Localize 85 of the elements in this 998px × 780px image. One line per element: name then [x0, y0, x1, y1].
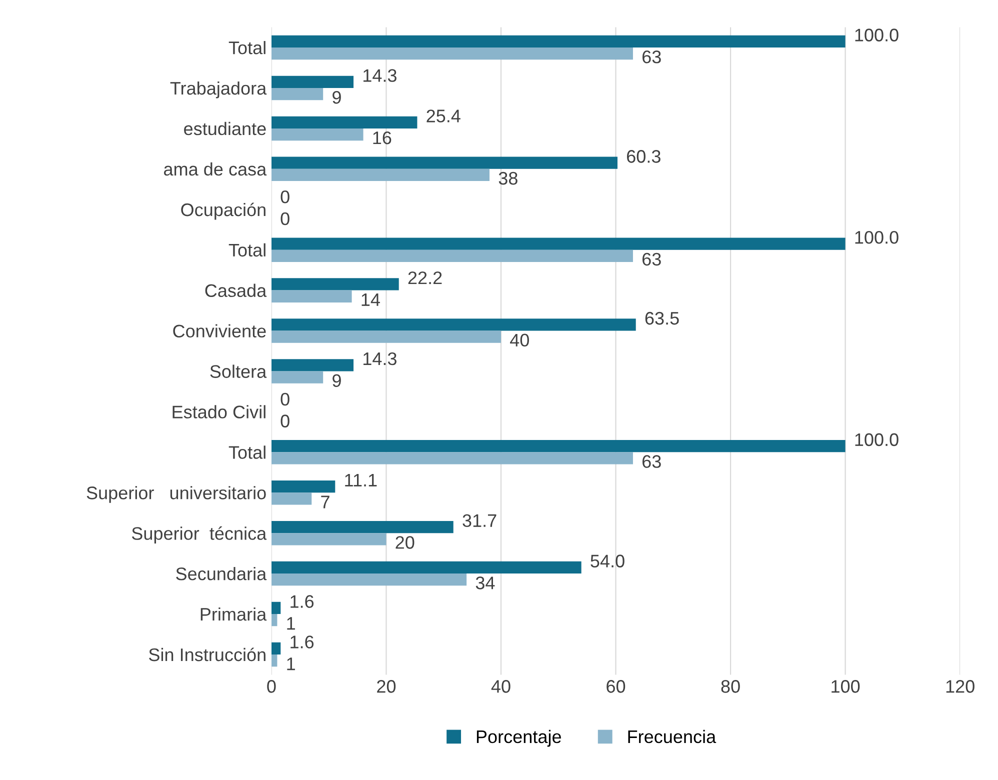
x-tick-label: 0: [267, 680, 276, 693]
data-label: 1.6: [290, 636, 314, 648]
data-label: 9: [332, 90, 341, 104]
y-tick-label: Secundaria: [176, 567, 267, 580]
bar: [271, 76, 354, 88]
x-tick-label: 40: [491, 680, 510, 693]
y-tick-label: Primaria: [200, 607, 267, 621]
bar: [271, 48, 633, 60]
data-label: 63: [642, 50, 661, 64]
y-tick-label: Soltera: [210, 364, 267, 378]
bar: [271, 533, 386, 546]
bar: [271, 238, 846, 250]
y-tick-label: Casada: [205, 284, 267, 298]
bar: [271, 88, 324, 100]
bar: [271, 602, 281, 614]
y-tick-label: ama de casa: [164, 162, 267, 176]
bar: [271, 574, 467, 586]
data-label: 9: [332, 374, 341, 388]
data-label: 0: [280, 392, 290, 406]
y-tick-label: Ocupación: [181, 202, 266, 220]
data-label: 38: [498, 172, 518, 185]
x-tick-label: 120: [946, 680, 974, 693]
y-tick-label: estudiante: [184, 122, 266, 136]
bar: [271, 116, 418, 128]
y-tick-label: Total: [228, 446, 266, 459]
x-tick-label: 80: [721, 680, 740, 693]
bar: [271, 318, 636, 331]
bar: [271, 168, 490, 182]
x-tick-label: 100: [832, 680, 860, 693]
data-label: 100.0: [855, 28, 898, 42]
y-tick-label: Sin Instrucción: [149, 648, 266, 662]
data-label: 0: [280, 212, 290, 226]
y-tick-label: Trabajadora: [170, 81, 267, 98]
bar: [271, 654, 278, 667]
data-label: 63: [642, 252, 661, 266]
y-tick-label: Conviviente: [173, 324, 266, 338]
data-label: 14.3: [364, 69, 396, 82]
data-label: 1: [287, 658, 295, 670]
bar: [271, 330, 501, 343]
bar: [271, 520, 454, 534]
y-tick-label: Superior universitario: [86, 486, 266, 503]
data-label: 20: [396, 536, 414, 549]
data-label: 14.3: [364, 352, 396, 366]
data-label: 25.4: [426, 110, 460, 122]
bar: [271, 440, 846, 452]
data-label: 7: [321, 496, 330, 508]
bar: [271, 371, 324, 384]
data-label: 0: [280, 190, 290, 204]
y-tick-label: Total: [228, 40, 266, 54]
data-label: 60.3: [627, 150, 660, 163]
data-label: 100.0: [855, 433, 898, 446]
bar: [271, 452, 633, 464]
bar: [271, 156, 618, 169]
legend-label: Frecuencia: [628, 730, 716, 744]
data-label: 34: [476, 576, 495, 590]
bar: [271, 128, 364, 141]
data-label: 40: [510, 334, 529, 347]
y-tick-label: Estado Civil: [172, 405, 266, 418]
data-label: 63: [642, 455, 661, 468]
y-tick-label: Total: [228, 243, 266, 257]
data-label: 63.5: [645, 312, 679, 325]
bar: [271, 614, 278, 626]
bar: [271, 278, 399, 290]
bar: [271, 561, 582, 574]
data-label: 100.0: [855, 230, 898, 244]
bar: [271, 35, 846, 48]
data-label: 54.0: [590, 554, 624, 568]
bar: [271, 359, 354, 372]
y-tick-label: Superior técnica: [132, 526, 267, 544]
bar: [271, 480, 336, 493]
x-tick-label: 60: [606, 680, 626, 693]
legend-label: Porcentaje: [476, 730, 561, 747]
data-label: 16: [373, 131, 392, 144]
data-label: 0: [280, 414, 290, 428]
bar: [271, 492, 312, 505]
data-label: 22.2: [408, 271, 442, 284]
bar: [271, 250, 633, 262]
data-label: 11.1: [345, 474, 377, 486]
data-label: 31.7: [462, 514, 496, 528]
bar: [271, 290, 352, 302]
x-tick-label: 20: [377, 680, 396, 693]
data-label: 14: [362, 293, 380, 306]
data-label: 1.6: [290, 595, 314, 608]
bar: [271, 642, 281, 654]
data-label: 1: [287, 617, 295, 630]
